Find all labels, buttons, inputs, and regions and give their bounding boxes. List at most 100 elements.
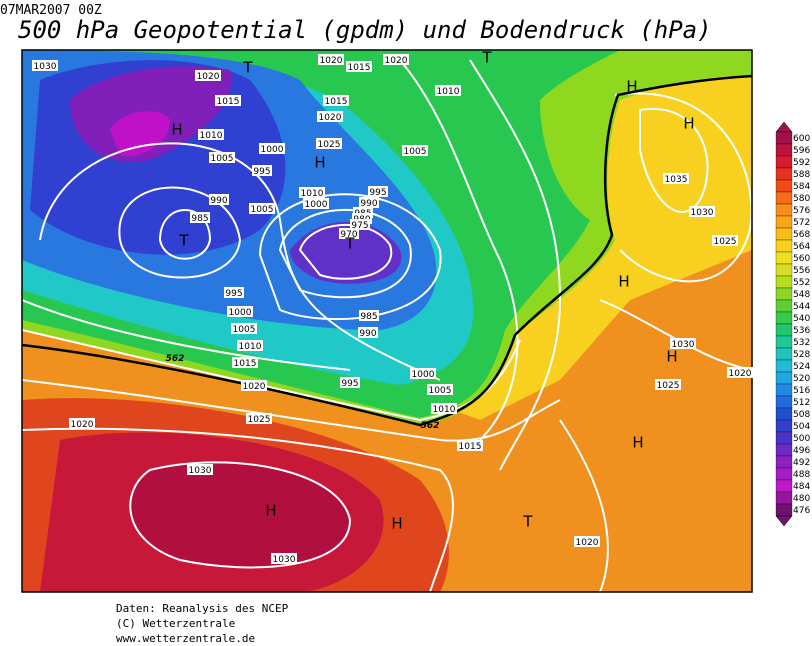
isobar-label: 1015: [217, 97, 240, 107]
isobar-label: 1020: [576, 538, 599, 548]
colorbar-tick-label: 536: [793, 326, 810, 336]
isobar-label: 1000: [261, 145, 284, 155]
isobar-label: 995: [253, 167, 270, 177]
isobar-label-bg: [318, 54, 344, 65]
colorbar-tick-label: 516: [793, 386, 810, 396]
isobar-label-bg: [187, 464, 213, 475]
colorbar-tick-label: 572: [793, 218, 810, 228]
isobar-label: 1030: [34, 62, 57, 72]
isobar-label: 1030: [691, 208, 714, 218]
isobar-label: 985: [360, 312, 377, 322]
isobar-label-bg: [663, 173, 689, 184]
isobar-label-bg: [359, 197, 379, 208]
colorbar-swatch: [775, 371, 793, 385]
colorbar-tick-label: 576: [793, 206, 810, 216]
isobar-label-bg: [299, 187, 325, 198]
isobar-label-bg: [195, 70, 221, 81]
isobar-label-bg: [198, 129, 224, 140]
isobar-label: 1035: [665, 175, 688, 185]
isobar-label: 1010: [301, 189, 324, 199]
map-frame: [21, 49, 753, 593]
isobar-label: 1025: [714, 237, 737, 247]
isobar-label-bg: [252, 165, 272, 176]
isobar-label: 1015: [234, 359, 257, 369]
colorbar-tick-label: 548: [793, 290, 810, 300]
isobar-label-bg: [353, 207, 373, 218]
isobar-label-bg: [246, 413, 272, 424]
colorbar-tick-label: 484: [793, 482, 810, 492]
colorbar-tick-label: 560: [793, 254, 810, 264]
colorbar-tick-label: 492: [793, 458, 810, 468]
isobar-label: 1010: [433, 405, 456, 415]
colorbar-swatch: [775, 251, 793, 265]
isobar-label-bg: [431, 403, 457, 414]
isobar-label: 1020: [71, 420, 94, 430]
colorbar-tick-label: 488: [793, 470, 810, 480]
colorbar-tick-label: 520: [793, 374, 810, 384]
isobar-label: 1025: [318, 140, 341, 150]
isobar-label-bg: [316, 138, 342, 149]
map-title: 500 hPa Geopotential (gpdm) und Bodendru…: [18, 16, 712, 44]
isobar-label-bg: [215, 95, 241, 106]
isobar-label: 1015: [325, 97, 348, 107]
isobar-label: 995: [225, 289, 242, 299]
colorbar-swatch: [775, 287, 793, 301]
isobar-label-bg: [358, 327, 378, 338]
colorbar-tick-label: 568: [793, 230, 810, 240]
isobar-label: 1020: [197, 72, 220, 82]
map-field: [22, 50, 752, 592]
isobar-label-bg: [323, 95, 349, 106]
isobar-label-bg: [712, 235, 738, 246]
isobar-label: 1030: [189, 466, 212, 476]
colorbar-tick-label: 512: [793, 398, 810, 408]
colorbar-tick-label: 476: [793, 506, 810, 516]
isobar-label: 1025: [248, 415, 271, 425]
pressure-center: T: [344, 235, 355, 253]
colorbar-tick-label: 480: [793, 494, 810, 504]
isobar-label: 995: [341, 379, 358, 389]
isobar-label-bg: [352, 213, 372, 224]
colorbar-swatch: [775, 311, 793, 325]
map-date: 07MAR2007 00Z: [0, 3, 102, 18]
pressure-center: H: [626, 78, 637, 96]
isobar-label: 995: [369, 188, 386, 198]
isobar-label: 1005: [251, 205, 274, 215]
isobar-label-bg: [32, 60, 58, 71]
map-labels: 1030102010151010100510009959909851005101…: [32, 49, 753, 565]
colorbar-swatch: [775, 299, 793, 313]
colorbar-tick-label: 580: [793, 194, 810, 204]
isobar-label-bg: [303, 198, 329, 209]
credit-line: Daten: Reanalysis des NCEP: [116, 602, 289, 615]
isobar-label: 1010: [200, 131, 223, 141]
isobar-label-bg: [670, 338, 696, 349]
pressure-center: T: [178, 232, 189, 250]
isobar-label-bg: [241, 380, 267, 391]
isobar-label-bg: [271, 553, 297, 564]
isobar-label: 1015: [459, 442, 482, 452]
isobar-label-bg: [232, 357, 258, 368]
isobar-label: 1000: [305, 200, 328, 210]
colorbar-tick-label: 564: [793, 242, 810, 252]
isobar-label: 1025: [657, 381, 680, 391]
colorbar-swatch: [775, 263, 793, 277]
isobar-label-bg: [435, 85, 461, 96]
credit-line: www.wetterzentrale.de: [116, 632, 255, 645]
colorbar-tick-label: 544: [793, 302, 810, 312]
isobar-label: 990: [360, 199, 377, 209]
isobar-label-bg: [190, 212, 210, 223]
isobar-label: 1000: [412, 370, 435, 380]
colorbar-tick-label: 596: [793, 146, 810, 156]
colorbar-tick-label: 552: [793, 278, 810, 288]
isobar-label-bg: [689, 206, 715, 217]
isobar-label: 1000: [229, 308, 252, 318]
isobar-label-bg: [340, 377, 360, 388]
colorbar-swatch: [775, 191, 793, 205]
colorbar-swatch: [775, 323, 793, 337]
pressure-center: T: [522, 513, 533, 531]
isobar-label-bg: [209, 152, 235, 163]
isobar-label: 1020: [319, 113, 342, 123]
colorbar-swatch: [775, 155, 793, 169]
isobar-label-bg: [346, 61, 372, 72]
pressure-center: H: [314, 154, 325, 172]
